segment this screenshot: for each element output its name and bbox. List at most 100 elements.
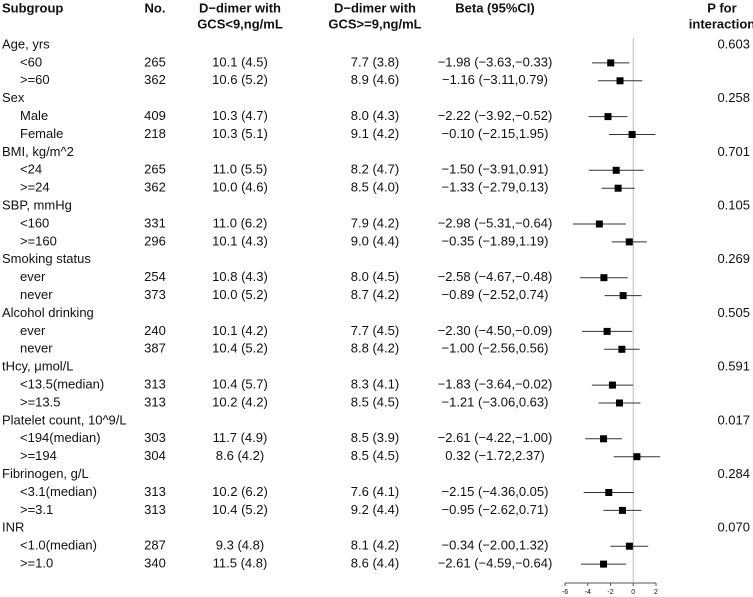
d-dimer-high-gcs: 7.7 (4.5) <box>351 323 399 338</box>
d-dimer-low-gcs: 11.0 (6.2) <box>213 215 268 230</box>
count: 340 <box>144 556 166 571</box>
x-tick-label: -2 <box>607 589 613 596</box>
subgroup-label: Male <box>20 108 48 123</box>
estimate-square <box>608 381 616 389</box>
beta-ci: −0.95 (−2.62,0.71) <box>442 502 549 517</box>
beta-ci: −0.89 (−2.52,0.74) <box>442 287 549 302</box>
group-label: BMI, kg/m^2 <box>2 144 74 159</box>
count: 265 <box>144 54 166 69</box>
d-dimer-low-gcs: 9.3 (4.8) <box>216 538 264 553</box>
p-interaction: 0.070 <box>717 520 750 535</box>
group-label: Alcohol drinking <box>2 305 94 320</box>
d-dimer-low-gcs: 10.4 (5.7) <box>212 377 268 392</box>
subgroup-label: Female <box>20 126 63 141</box>
p-interaction: 0.258 <box>717 90 750 105</box>
d-dimer-high-gcs: 8.9 (4.6) <box>351 72 399 87</box>
d-dimer-low-gcs: 10.3 (4.7) <box>212 108 268 123</box>
d-dimer-high-gcs: 7.9 (4.2) <box>351 215 399 230</box>
count: 313 <box>144 394 166 409</box>
d-dimer-low-gcs: 11.5 (4.8) <box>213 556 268 571</box>
subgroup-label: <1.0(median) <box>20 538 97 553</box>
beta-ci: −0.10 (−2.15,1.95) <box>442 126 549 141</box>
subgroup-label: <194(median) <box>20 430 101 445</box>
beta-ci: −2.61 (−4.22,−1.00) <box>438 430 553 445</box>
d-dimer-high-gcs: 8.8 (4.2) <box>351 341 399 356</box>
subgroup-label: never <box>20 341 53 356</box>
estimate-square <box>600 560 608 568</box>
p-interaction: 0.591 <box>717 359 750 374</box>
beta-ci: −1.50 (−3.91,0.91) <box>442 162 549 177</box>
estimate-square <box>616 77 624 85</box>
d-dimer-high-gcs: 8.7 (4.2) <box>351 287 399 302</box>
d-dimer-high-gcs: 8.6 (4.4) <box>351 556 399 571</box>
d-dimer-high-gcs: 8.5 (4.0) <box>351 180 399 195</box>
estimate-square <box>618 345 626 353</box>
d-dimer-low-gcs: 11.7 (4.9) <box>213 430 268 445</box>
d-dimer-low-gcs: 10.0 (5.2) <box>212 287 268 302</box>
group-label: Smoking status <box>2 251 91 266</box>
beta-ci: −2.61 (−4.59,−0.64) <box>438 556 553 571</box>
subgroup-label: <3.1(median) <box>20 484 97 499</box>
d-dimer-low-gcs: 11.0 (5.5) <box>213 162 268 177</box>
subgroup-label: <13.5(median) <box>20 377 104 392</box>
p-interaction: 0.017 <box>717 412 750 427</box>
d-dimer-low-gcs: 10.6 (5.2) <box>212 72 268 87</box>
subgroup-label: <24 <box>20 162 42 177</box>
d-dimer-high-gcs: 7.6 (4.1) <box>351 484 399 499</box>
count: 265 <box>144 162 166 177</box>
group-label: Platelet count, 10^9/L <box>2 412 127 427</box>
beta-ci: −1.33 (−2.79,0.13) <box>442 180 549 195</box>
d-dimer-high-gcs: 9.1 (4.2) <box>351 126 399 141</box>
d-dimer-high-gcs: 8.0 (4.5) <box>351 269 399 284</box>
count: 240 <box>144 323 166 338</box>
x-tick-label: 2 <box>654 589 658 596</box>
estimate-square <box>633 453 641 461</box>
count: 313 <box>144 502 166 517</box>
d-dimer-high-gcs: 8.5 (4.5) <box>351 448 399 463</box>
d-dimer-high-gcs: 8.0 (4.3) <box>351 108 399 123</box>
d-dimer-high-gcs: 8.3 (4.1) <box>351 377 399 392</box>
subgroup-label: never <box>20 287 53 302</box>
beta-ci: −2.58 (−4.67,−0.48) <box>438 269 553 284</box>
estimate-square <box>612 166 620 174</box>
column-header: GCS<9,ng/mL <box>197 16 283 31</box>
estimate-square <box>604 113 612 121</box>
d-dimer-high-gcs: 8.5 (3.9) <box>351 430 399 445</box>
beta-ci: −1.16 (−3.11,0.79) <box>442 72 548 87</box>
estimate-square <box>618 506 626 514</box>
subgroup-label: ever <box>20 323 46 338</box>
d-dimer-low-gcs: 10.1 (4.3) <box>212 233 268 248</box>
x-tick-label: -4 <box>585 589 591 596</box>
column-header: No. <box>145 0 166 15</box>
d-dimer-low-gcs: 10.3 (5.1) <box>212 126 268 141</box>
count: 409 <box>144 108 166 123</box>
count: 218 <box>144 126 166 141</box>
d-dimer-low-gcs: 10.2 (6.2) <box>212 484 268 499</box>
count: 362 <box>144 180 166 195</box>
count: 313 <box>144 484 166 499</box>
column-header: D−dimer with <box>199 0 281 15</box>
d-dimer-high-gcs: 8.1 (4.2) <box>351 538 399 553</box>
d-dimer-low-gcs: 10.8 (4.3) <box>212 269 268 284</box>
p-interaction: 0.701 <box>717 144 750 159</box>
estimate-square <box>600 435 608 443</box>
count: 313 <box>144 377 166 392</box>
column-header: Subgroup <box>2 0 63 15</box>
beta-ci: −0.34 (−2.00,1.32) <box>442 538 549 553</box>
column-header: D−dimer with <box>334 0 416 15</box>
d-dimer-low-gcs: 10.1 (4.5) <box>212 54 268 69</box>
p-interaction: 0.284 <box>717 466 750 481</box>
count: 254 <box>144 269 166 284</box>
estimate-square <box>625 542 633 550</box>
subgroup-label: >=1.0 <box>20 556 53 571</box>
group-label: Fibrinogen, g/L <box>2 466 89 481</box>
column-header: GCS>=9,ng/mL <box>328 16 421 31</box>
beta-ci: 0.32 (−1.72,2.37) <box>445 448 544 463</box>
subgroup-label: >=13.5 <box>20 394 61 409</box>
beta-ci: −2.15 (−4.36,0.05) <box>442 484 549 499</box>
subgroup-label: ever <box>20 269 46 284</box>
estimate-square <box>595 220 603 228</box>
d-dimer-high-gcs: 8.5 (4.5) <box>351 394 399 409</box>
subgroup-label: >=3.1 <box>20 502 53 517</box>
beta-ci: −1.00 (−2.56,0.56) <box>442 341 549 356</box>
